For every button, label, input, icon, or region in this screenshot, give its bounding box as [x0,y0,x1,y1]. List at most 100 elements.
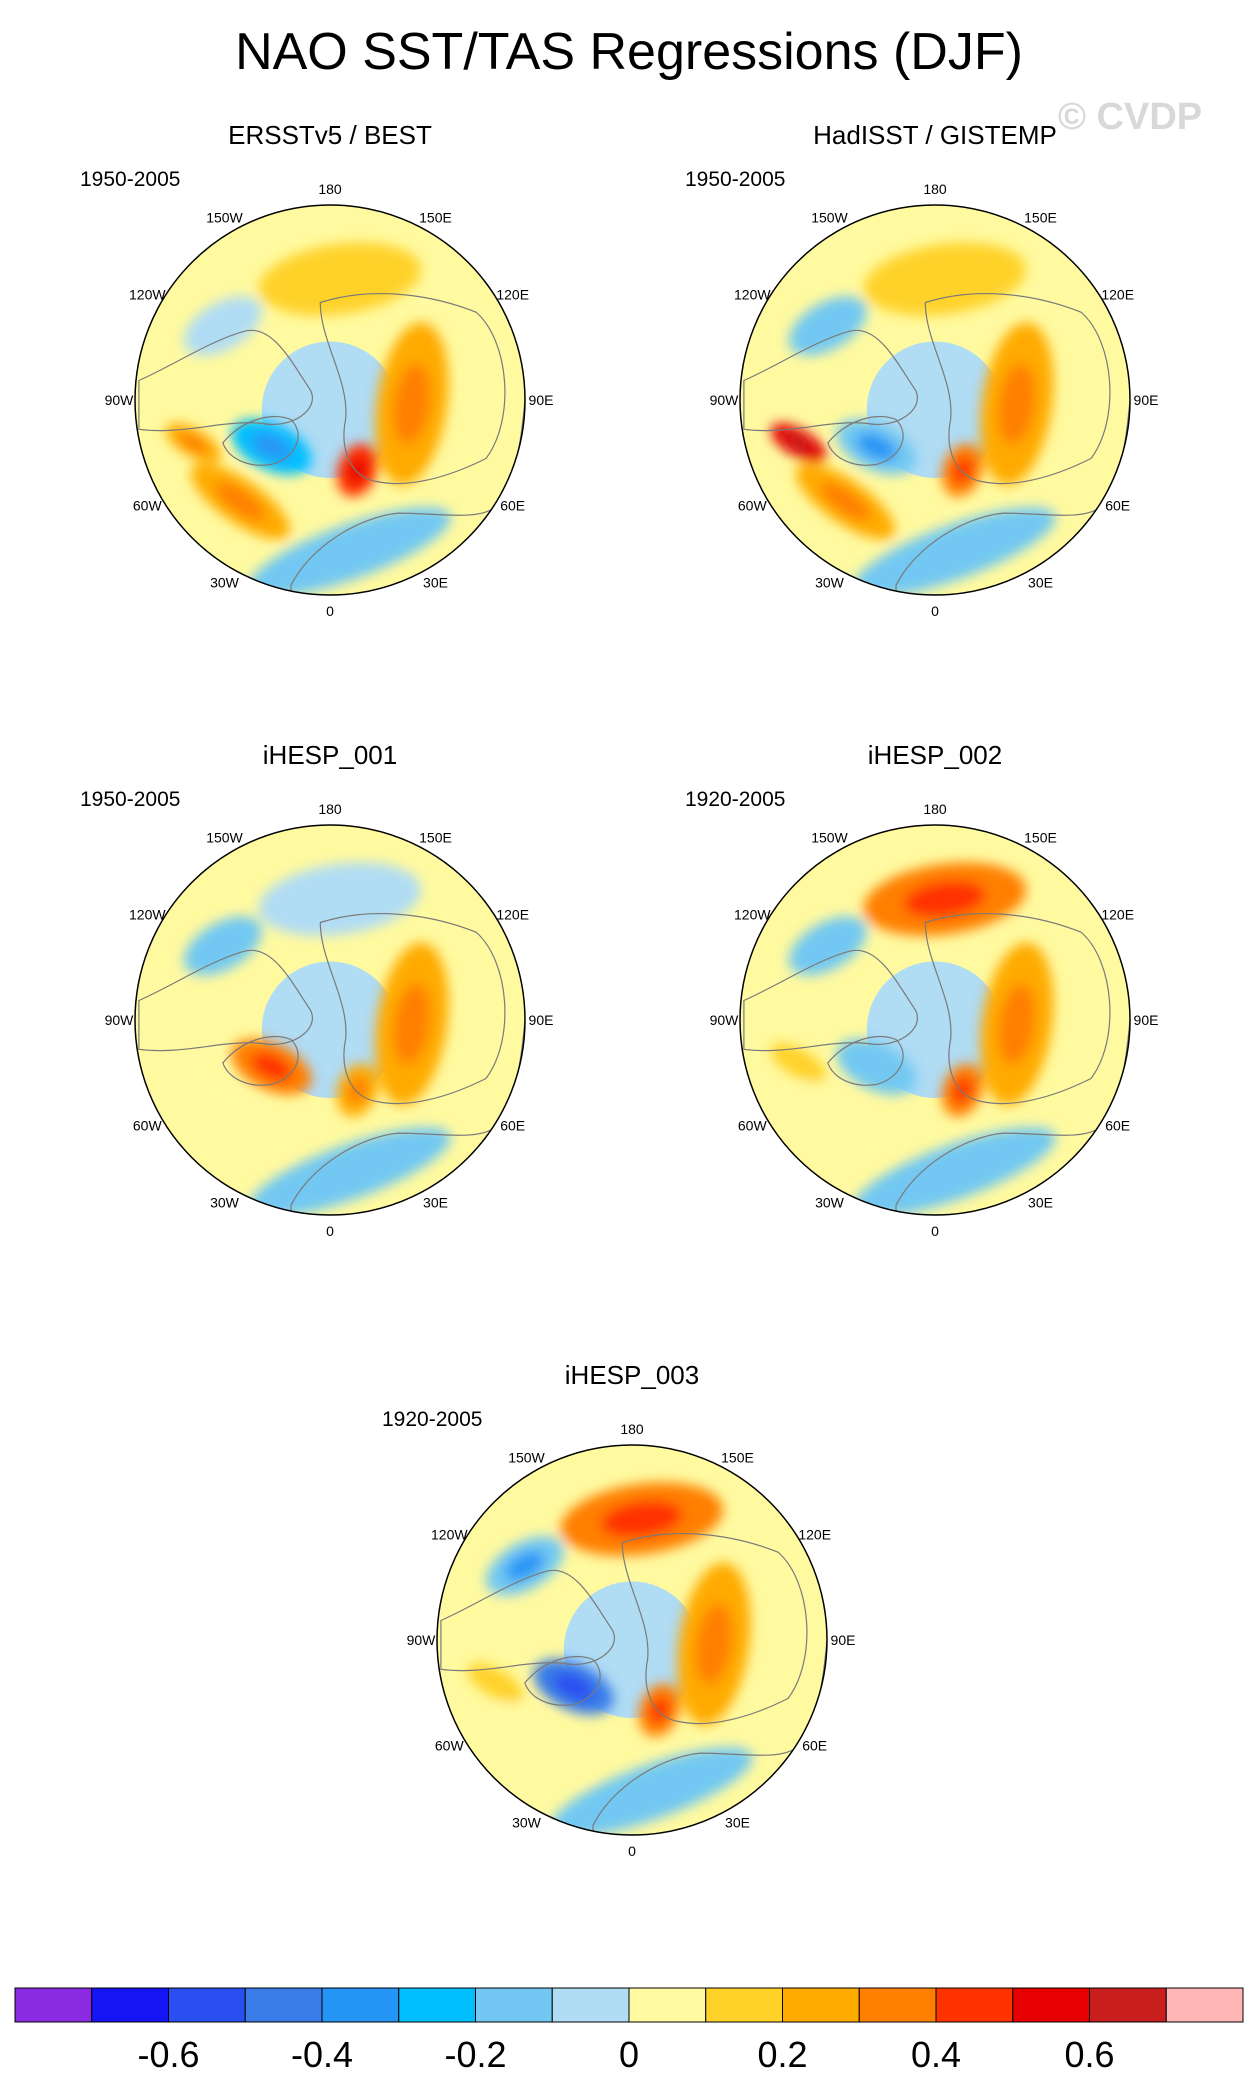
main-title: NAO SST/TAS Regressions (DJF) [235,23,1023,81]
watermark: © CVDP [1058,96,1203,138]
colorbar-swatch [14,1987,93,2023]
lon-label: 120E [1101,907,1134,923]
colorbar-swatch [398,1987,476,2023]
coastline [138,329,313,432]
lon-label: 90W [710,1012,740,1028]
coastline [138,949,313,1052]
lon-label: 60E [802,1738,827,1754]
lon-label: 180 [318,181,342,197]
lon-label: 60W [435,1738,465,1754]
lon-label: 90E [1134,392,1159,408]
map-field [135,825,525,1215]
lon-label: 30E [1028,575,1053,591]
field-region-north-africa [853,1127,1056,1215]
colorbar-swatch [168,1987,246,2023]
lon-label: 60W [133,498,163,514]
field-core-alaska [505,1551,545,1581]
coastline [290,1019,525,1215]
field-region-atlantic-dipole-south [795,1083,895,1160]
map-border [739,824,1131,1216]
lon-label: 150E [1024,829,1057,845]
map-field [135,205,525,595]
field-core-eurasia [998,983,1036,1065]
field-core-eurasia [393,983,431,1065]
field-region-pacific [863,242,1026,316]
field-core-eurasia [393,363,431,445]
panel-period: 1950-2005 [80,168,181,191]
lon-label: 120W [431,1527,468,1543]
lon-label: 90E [831,1632,856,1648]
lon-label: 120E [1101,287,1134,303]
field-region-gulf-coast-north-america [770,1043,827,1083]
colorbar-tick-label: 0.2 [757,2034,807,2075]
lon-label: 30E [423,575,448,591]
coastline [743,949,918,1052]
lon-label: 180 [923,801,947,817]
lon-label: 30W [512,1815,542,1831]
panel-period: 1950-2005 [80,788,181,811]
lon-label: 0 [931,1223,939,1239]
field-region-labrador-greenland [836,1038,917,1095]
lon-label: 120W [734,907,771,923]
lon-label: 150W [206,829,243,845]
lon-label: 90W [710,392,740,408]
lon-label: 120E [496,907,529,923]
lon-label: 150W [508,1449,545,1465]
lon-label: 90E [529,1012,554,1028]
field-region-north-africa [248,507,451,595]
lon-label: 180 [620,1421,644,1437]
lon-label: 120E [496,287,529,303]
lon-label: 120W [734,287,771,303]
lon-label: 150E [1024,209,1057,225]
field-core-gulf-coast-north-america [179,433,208,453]
colorbar-swatch [1012,1987,1090,2023]
lon-label: 30W [815,1195,845,1211]
field-region-pacific [258,862,421,936]
lon-label: 150E [419,209,452,225]
colorbar-swatch [1165,1987,1244,2023]
coastline [290,399,525,595]
coastline [524,1656,601,1706]
field-region-gulf-coast-north-america [467,1663,524,1703]
coastline [621,1532,808,1725]
coastline [827,416,904,466]
lon-label: 0 [628,1843,636,1859]
map-panel-hadisst-gistemp: HadISST / GISTEMP 1950-2005 180 150E 120E 9… [655,120,1215,720]
panel-title: HadISST / GISTEMP [813,120,1057,150]
colorbar-swatch [782,1987,860,2023]
map-field [740,825,1130,1215]
panel-title: ERSSTv5 / BEST [228,120,432,150]
lon-label: 60W [738,498,768,514]
lon-label: 120E [798,1527,831,1543]
colorbar-swatch [628,1987,707,2023]
lon-label: 180 [923,181,947,197]
map-panel-ihesp-002: iHESP_002 1920-2005 180 150E 120E 90E 60E 30E… [655,740,1215,1340]
coastline [924,912,1111,1105]
lon-label: 150E [419,829,452,845]
coastline [827,1036,904,1086]
colorbar-swatch [858,1987,937,2023]
coastline [592,1639,827,1835]
field-core-pacific [601,1500,683,1538]
map-panel-ihesp-001: iHESP_001 1950-2005 180 150E 120E 90E 60E 30E… [50,740,610,1340]
field-region-alaska [183,916,262,976]
field-region-gulf-coast-north-america [165,1043,222,1083]
colorbar-tick-label: -0.4 [291,2034,353,2075]
field-core-gulf-coast-north-america [784,433,813,453]
lon-label: 30E [1028,1195,1053,1211]
colorbar-tick-label: 0.4 [911,2034,961,2075]
map-panel-ihesp-003: iHESP_003 1920-2005 180 150E 120E 90E 60E 30E… [352,1360,912,1960]
lon-label: 0 [931,603,939,619]
field-core-atlantic-dipole-south [215,482,266,521]
colorbar-tick-label: 0 [619,2034,639,2075]
polar-map: 180 150E 120E 90E 60E 30E 0 30W 60W 90W 120W 150W [407,1421,856,1859]
panel-period: 1920-2005 [382,1408,483,1431]
colorbar: -0.6 -0.4 -0.2 0 0.2 0.4 0.6 [14,1987,1244,2075]
coastline [222,1036,299,1086]
field-region-alaska [788,296,867,356]
panel-title: iHESP_001 [262,740,398,770]
lon-label: 30W [210,575,240,591]
colorbar-tick-label: 0.6 [1064,2034,1114,2075]
field-core-eurasia [695,1603,733,1685]
colorbar-swatch [321,1987,400,2023]
